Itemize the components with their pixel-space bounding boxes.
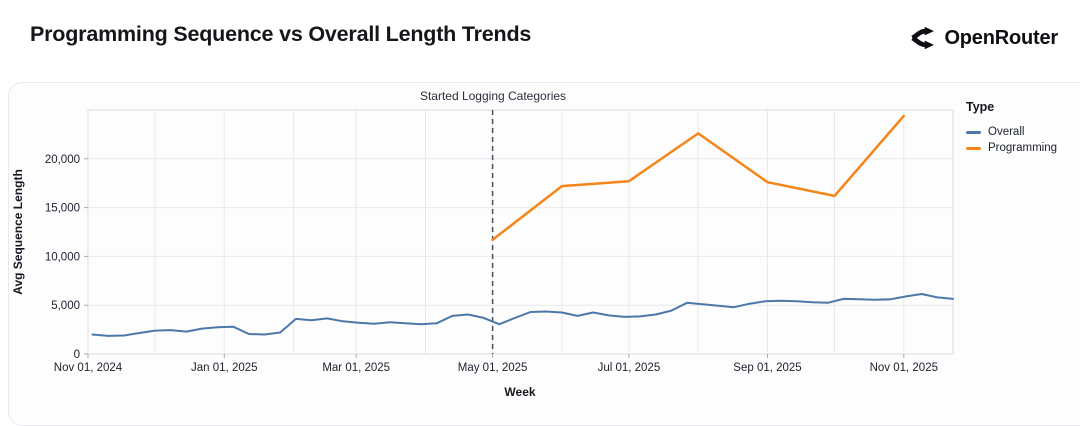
plot-border <box>87 109 954 355</box>
x-tick-label: May 01, 2025 <box>458 362 528 374</box>
x-axis-title: Week <box>504 385 535 399</box>
y-axis-title: Avg Sequence Length <box>11 169 25 295</box>
chart-card <box>8 82 1080 426</box>
legend-title: Type <box>966 100 995 114</box>
x-tick-label: Sep 01, 2025 <box>733 362 801 374</box>
overall-swatch <box>966 130 981 134</box>
page-title: Programming Sequence vs Overall Length T… <box>30 22 532 46</box>
openrouter-logo-icon <box>909 25 935 51</box>
x-tick-label: Nov 01, 2025 <box>870 362 938 374</box>
legend: Type Overall Programming <box>966 100 1057 156</box>
y-tick-label: 10,000 <box>45 251 80 263</box>
x-tick-label: Nov 01, 2024 <box>54 362 123 374</box>
trend-chart: Nov 01, 2024 Jan 01, 2025 Mar 01, 2025 May … <box>11 89 954 399</box>
y-tick-label: 5,000 <box>51 300 80 312</box>
legend-item-programming: Programming <box>966 140 1057 156</box>
brand-logo: OpenRouter <box>909 25 1058 51</box>
annotation-label: Started Logging Categories <box>420 89 566 103</box>
x-tick-label: Jul 01, 2025 <box>598 362 661 374</box>
y-tick-label: 20,000 <box>45 154 80 166</box>
x-tick-label: Jan 01, 2025 <box>191 362 258 374</box>
page: Programming Sequence vs Overall Length T… <box>8 22 1080 426</box>
legend-item-overall: Overall <box>966 124 1057 140</box>
programming-line <box>491 114 906 242</box>
programming-swatch <box>966 146 981 150</box>
y-tick-label: 0 <box>74 349 80 361</box>
x-tick-label: Mar 01, 2025 <box>322 362 390 374</box>
brand-name: OpenRouter <box>944 26 1058 49</box>
legend-label-overall: Overall <box>988 126 1025 138</box>
legend-label-programming: Programming <box>988 142 1058 154</box>
overall-line <box>91 293 954 337</box>
y-tick-label: 15,000 <box>45 203 80 215</box>
